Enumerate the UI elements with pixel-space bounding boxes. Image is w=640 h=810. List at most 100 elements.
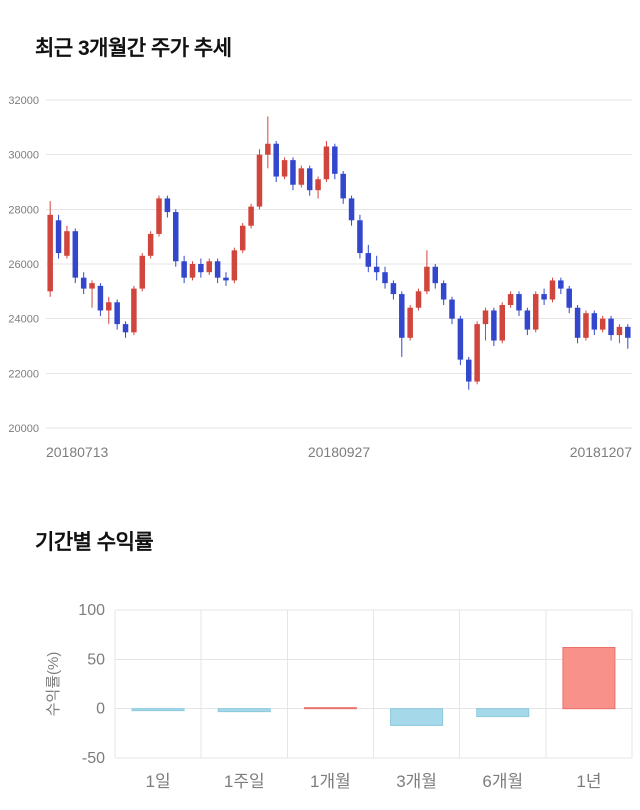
bar — [390, 708, 444, 726]
candlestick — [532, 291, 539, 333]
candlestick — [80, 272, 87, 295]
candlestick — [415, 288, 422, 311]
bar — [131, 708, 185, 712]
candlestick — [55, 214, 62, 259]
candlestick — [566, 285, 572, 314]
candlestick — [265, 116, 271, 169]
candlestick — [189, 261, 196, 281]
candlestick — [432, 264, 439, 289]
candlestick — [482, 307, 489, 341]
candlestick — [549, 277, 556, 303]
candlestick — [365, 244, 372, 273]
candlestick — [348, 195, 355, 226]
bar — [476, 708, 530, 718]
category-label: 1개월 — [310, 772, 351, 791]
bar — [562, 646, 616, 710]
candlestick — [306, 165, 313, 196]
candlestick — [315, 176, 321, 199]
candlestick — [625, 324, 631, 349]
candlestick — [390, 280, 397, 300]
candlestick — [332, 143, 338, 180]
candlestick — [173, 209, 179, 267]
x-tick-label: 20180713 — [46, 444, 109, 460]
candlestick — [424, 250, 430, 295]
candlestick — [574, 305, 581, 344]
candlestick — [524, 307, 531, 336]
candlestick — [583, 310, 589, 341]
candlestick — [164, 195, 171, 218]
candlestick — [131, 285, 137, 336]
candlestick — [256, 149, 263, 210]
category-label: 6개월 — [482, 772, 523, 791]
candlestick — [181, 255, 187, 284]
candlestick — [47, 201, 53, 297]
y-tick-label: 20000 — [8, 423, 39, 435]
candlestick — [357, 214, 363, 259]
price-chart-title: 최근 3개월간 주가 추세 — [35, 37, 232, 60]
candlestick — [616, 324, 623, 344]
candlestick — [281, 157, 288, 180]
x-tick-label: 20181207 — [570, 444, 633, 460]
candlestick — [340, 171, 346, 204]
category-label: 1년 — [576, 772, 601, 791]
candlestick — [223, 272, 229, 286]
candlestick — [516, 291, 522, 316]
candlestick — [72, 228, 79, 284]
x-tick-label: 20180927 — [308, 444, 371, 460]
candlestick — [122, 321, 129, 338]
candlestick — [599, 315, 606, 333]
y-tick-label: 50 — [87, 651, 105, 668]
y-tick-label: 32000 — [8, 95, 39, 107]
candlestick — [214, 258, 221, 284]
candlestick — [156, 195, 162, 237]
returns-bar-chart: 100 50 0 -50 1일 1주일 1개월 3개월 6개월 1년 수익률(%) — [45, 602, 633, 791]
category-label: 1주일 — [224, 772, 265, 791]
candlestick — [139, 253, 146, 292]
candlestick — [206, 258, 212, 275]
candlestick — [608, 315, 614, 341]
candlestick — [231, 247, 238, 284]
candlestick — [474, 321, 480, 385]
candlestick — [382, 266, 388, 289]
y-tick-label: -50 — [82, 750, 105, 767]
candlestick — [399, 291, 405, 357]
candlestick — [290, 157, 296, 191]
y-tick-label: 26000 — [8, 259, 39, 271]
candlestick — [147, 231, 154, 259]
candlestick — [558, 277, 564, 295]
y-tick-label: 30000 — [8, 150, 39, 162]
candlestick — [407, 305, 413, 341]
y-tick-label: 0 — [96, 701, 105, 718]
candlestick — [373, 255, 380, 281]
candlestick — [97, 283, 104, 316]
y-tick-label: 100 — [78, 602, 105, 619]
candlestick — [198, 258, 204, 278]
candlestick — [466, 356, 472, 390]
y-tick-label: 24000 — [8, 314, 39, 326]
price-candlestick-chart: 32000 30000 28000 26000 24000 22000 20000 20180… — [8, 95, 633, 460]
y-tick-label: 22000 — [8, 368, 39, 380]
bar — [303, 707, 357, 710]
candlestick — [239, 223, 246, 254]
candlestick — [449, 296, 455, 325]
candlestick — [323, 141, 330, 182]
candlestick — [541, 288, 547, 305]
candlestick — [298, 165, 305, 188]
candlestick — [89, 280, 95, 308]
returns-chart-title: 기간별 수익률 — [35, 531, 154, 554]
candlestick — [114, 299, 120, 330]
candlestick — [64, 225, 70, 259]
candlestick — [248, 203, 254, 229]
y-tick-label: 28000 — [8, 204, 39, 216]
candlestick — [457, 315, 464, 366]
candlestick — [273, 141, 279, 182]
candlestick — [491, 307, 497, 346]
candlestick — [591, 310, 598, 336]
category-label: 3개월 — [396, 772, 437, 791]
bar — [217, 708, 271, 713]
candlestick — [499, 302, 505, 344]
candlestick — [440, 280, 447, 305]
category-label: 1일 — [146, 772, 171, 791]
candlestick — [106, 296, 112, 325]
